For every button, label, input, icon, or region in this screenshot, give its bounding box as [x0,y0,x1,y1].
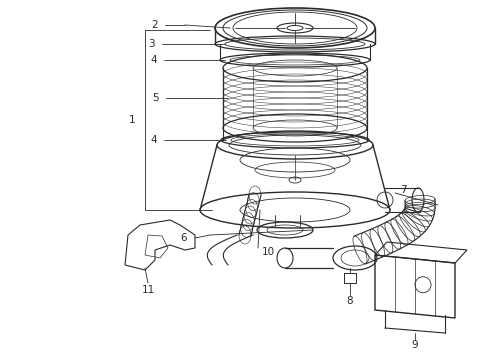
Bar [344,273,356,283]
Text: 4: 4 [150,55,157,65]
Text: 6: 6 [180,233,187,243]
Text: 8: 8 [347,296,353,306]
Text: 11: 11 [142,285,155,295]
Text: 4: 4 [150,135,157,145]
Text: 9: 9 [412,340,418,350]
Text: 3: 3 [148,39,155,49]
Text: 10: 10 [262,247,275,257]
Text: 2: 2 [151,20,158,30]
Text: 1: 1 [128,115,135,125]
Text: 7: 7 [400,185,407,195]
Text: 5: 5 [152,93,159,103]
